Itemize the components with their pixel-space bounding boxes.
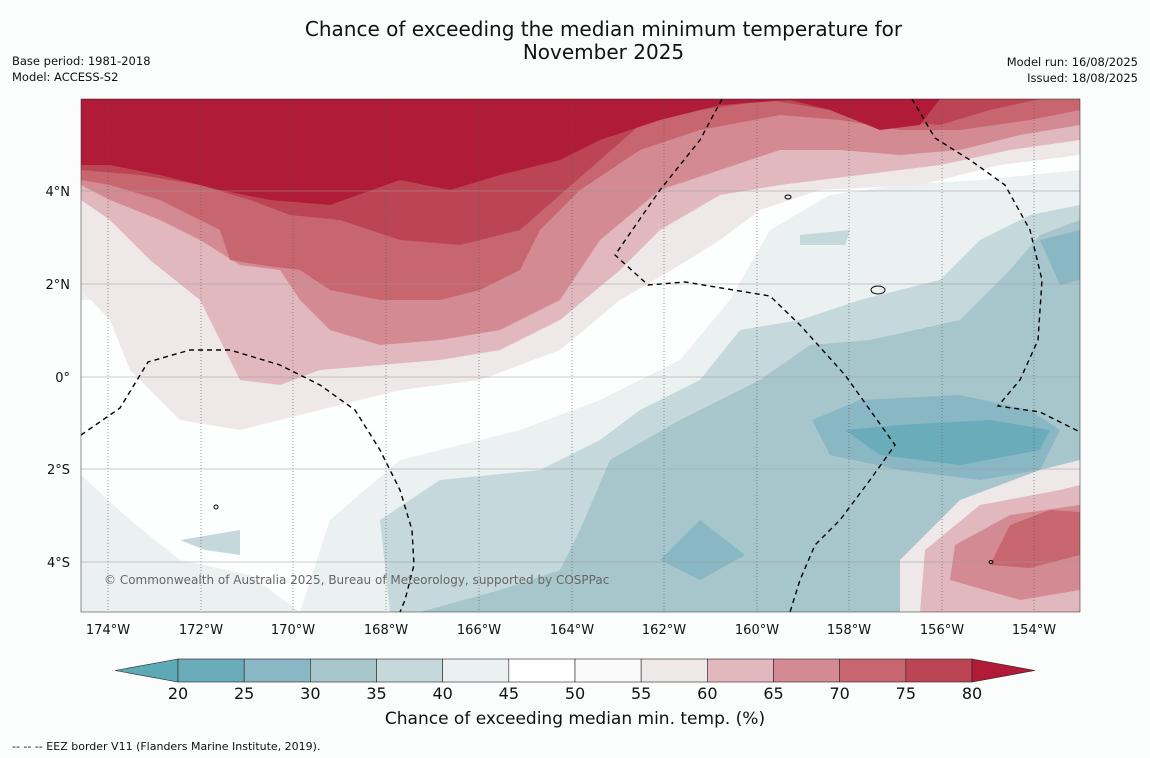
eez-footnote: -- -- -- EEZ border V11 (Flanders Marine…	[12, 740, 321, 753]
eez-border-west	[81, 349, 415, 612]
lat-tick-label: 2°S	[47, 463, 70, 478]
colorbar-cell	[508, 658, 576, 683]
colorbar-tick-label: 50	[565, 684, 585, 703]
colorbar-tick-label: 35	[366, 684, 386, 703]
lat-tick-label: 2°N	[46, 278, 71, 293]
lat-tick-label: 4°N	[46, 185, 71, 200]
island-malden	[988, 560, 994, 564]
model-label: Model: ACCESS-S2	[12, 69, 119, 84]
lat-tick-label: 0°	[55, 371, 70, 386]
colorbar-label: Chance of exceeding median min. temp. (%…	[384, 709, 766, 729]
contour-40-45-west-low	[81, 475, 300, 612]
meta-left: Base period: 1981-2018 Model: ACCESS-S2	[12, 54, 151, 85]
lon-tick-label: 164°W	[550, 623, 594, 638]
colorbar-tick-label: 55	[631, 684, 651, 703]
lat-tick-label: 4°S	[47, 556, 70, 571]
colorbar-tick-label: 80	[962, 684, 982, 703]
colorbar-ticks: 20 25 30 35 40 45 50 55 60 65 70 75 80	[168, 684, 982, 703]
colorbar-tick-label: 40	[432, 684, 452, 703]
issued-label: Issued: 18/08/2025	[1027, 70, 1138, 85]
lon-tick-label: 166°W	[457, 623, 501, 638]
colorbar-tick-label: 75	[896, 684, 916, 703]
island-kiritimati	[870, 285, 886, 295]
islands	[213, 194, 994, 564]
lon-tick-label: 162°W	[642, 623, 686, 638]
model-run-label: Model run: 16/08/2025	[1006, 55, 1138, 69]
lon-tick-label: 158°W	[827, 623, 871, 638]
colorbar-cell	[243, 658, 311, 683]
lat-tick-labels: 4°N 2°N 0° 2°S 4°S	[46, 185, 71, 571]
colorbar-cell	[574, 658, 642, 683]
contour-70-75-se	[990, 510, 1080, 568]
parallels	[81, 190, 1080, 563]
colorbar-tick-label: 20	[168, 684, 188, 703]
title-line-1: Chance of exceeding the median minimum t…	[304, 17, 903, 41]
colorbar-tick-label: 25	[234, 684, 254, 703]
contour-30-35	[420, 220, 1080, 612]
colorbar-cell	[773, 658, 840, 683]
map-frame	[80, 98, 1081, 613]
lon-tick-label: 172°W	[179, 623, 223, 638]
lon-tick-label: 160°W	[735, 623, 779, 638]
colorbar-cell	[707, 658, 774, 683]
contour-fills: © Commonwealth of Australia 2025, Bureau…	[81, 99, 1080, 612]
colorbar-cell	[177, 658, 245, 683]
lon-tick-label: 156°W	[920, 623, 964, 638]
contour-35-40-isle	[800, 230, 850, 245]
colorbar-cells	[177, 658, 973, 683]
copyright-text: © Commonwealth of Australia 2025, Bureau…	[104, 573, 609, 587]
lon-tick-label: 154°W	[1012, 623, 1056, 638]
colorbar-cell	[839, 658, 907, 683]
colorbar-cell	[442, 658, 510, 683]
contour-35-40-south	[180, 530, 240, 555]
colorbar-tick-label: 45	[499, 684, 519, 703]
colorbar: 20 25 30 35 40 45 50 55 60 65 70 75 80	[114, 658, 1036, 703]
contour-80-plus-north	[81, 99, 940, 205]
eez-border-east	[911, 99, 1080, 433]
island-jarvis	[213, 504, 219, 510]
eez-border-central	[614, 99, 896, 612]
contour-25-30	[660, 230, 1080, 580]
island-tabuaeran	[784, 194, 792, 200]
contour-20-25	[845, 420, 1050, 465]
colorbar-tick-label: 65	[763, 684, 783, 703]
lon-tick-label: 170°W	[271, 623, 315, 638]
lon-tick-label: 168°W	[364, 623, 408, 638]
eez-borders	[81, 99, 1080, 612]
lon-tick-labels: 174°W 172°W 170°W 168°W 166°W 164°W 162°…	[86, 623, 1056, 638]
chart-title: Chance of exceeding the median minimum t…	[0, 18, 1150, 64]
title-line-2: November 2025	[522, 40, 685, 64]
colorbar-tick-label: 60	[697, 684, 717, 703]
colorbar-cell	[376, 658, 443, 683]
colorbar-cell	[905, 658, 973, 683]
colorbar-tick-label: 70	[829, 684, 849, 703]
colorbar-cell	[640, 658, 708, 683]
lon-tick-label: 174°W	[86, 623, 130, 638]
colorbar-cell	[310, 658, 377, 683]
colorbar-high-arrow	[971, 658, 1036, 683]
colorbar-tick-label: 30	[300, 684, 320, 703]
colorbar-low-arrow	[114, 658, 179, 683]
meta-right: Model run: 16/08/2025 Issued: 18/08/2025	[1007, 55, 1138, 86]
base-period-label: Base period: 1981-2018	[12, 54, 151, 68]
